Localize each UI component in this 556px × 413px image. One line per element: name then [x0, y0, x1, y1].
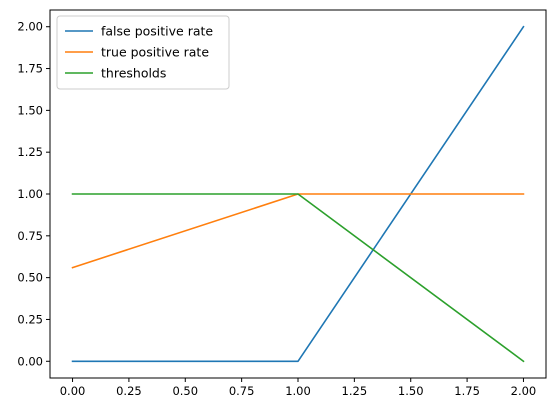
- y-axis: 0.00 0.25 0.50 0.75 1.00 1.25 1.50 1.75 2.00: [17, 20, 50, 368]
- legend-label-3: thresholds: [101, 66, 166, 81]
- x-tick-label: 0.00: [60, 384, 86, 398]
- legend-label-2: true positive rate: [101, 45, 209, 60]
- y-tick-label: 1.00: [17, 187, 43, 201]
- series-line-2: [71, 193, 525, 269]
- y-tick-label: 1.50: [17, 103, 43, 117]
- x-tick-label: 2.00: [511, 384, 537, 398]
- legend-label-1: false positive rate: [101, 24, 213, 39]
- y-tick-label: 0.75: [17, 229, 43, 243]
- x-tick-label: 1.25: [342, 384, 368, 398]
- x-tick-label: 1.00: [285, 384, 311, 398]
- y-tick-label: 1.75: [17, 62, 43, 76]
- x-tick-label: 0.50: [172, 384, 198, 398]
- x-tick-label: 1.50: [398, 384, 424, 398]
- y-tick-label: 0.25: [17, 312, 43, 326]
- y-tick-label: 2.00: [17, 20, 43, 34]
- legend: false positive rate true positive rate thr…: [56, 15, 230, 90]
- legend-box: [56, 15, 230, 90]
- y-tick-label: 0.00: [17, 354, 43, 368]
- x-tick-label: 0.25: [116, 384, 142, 398]
- x-axis: 0.00 0.25 0.50 0.75 1.00 1.25 1.50 1.75 2.00: [60, 378, 537, 398]
- series-line-1: [71, 25, 525, 363]
- series-layer: [71, 25, 525, 363]
- x-tick-label: 1.75: [454, 384, 480, 398]
- series-line-3: [71, 193, 525, 363]
- x-tick-label: 0.75: [229, 384, 255, 398]
- y-tick-label: 0.50: [17, 271, 43, 285]
- y-tick-label: 1.25: [17, 145, 43, 159]
